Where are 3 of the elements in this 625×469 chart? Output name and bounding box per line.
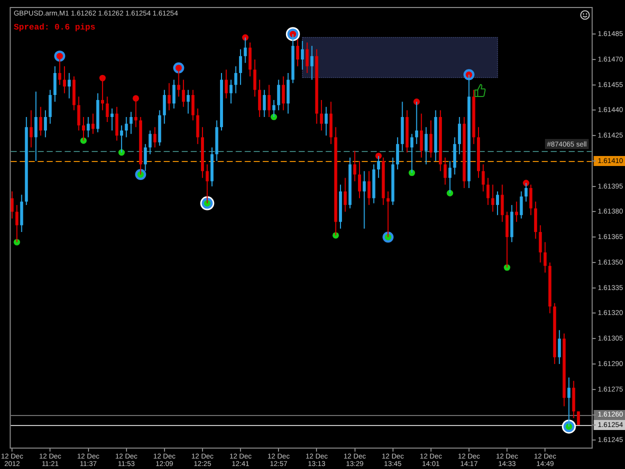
point: [242, 34, 248, 41]
point: [14, 238, 20, 246]
annotation: Spread: 0.6 pips: [14, 22, 96, 32]
